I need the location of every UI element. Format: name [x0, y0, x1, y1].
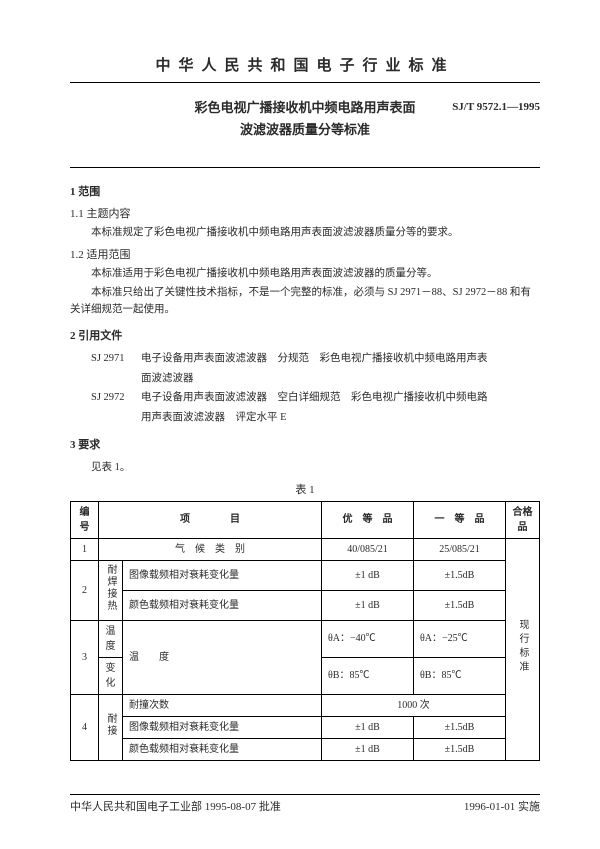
cell-val: θB：85℃ [414, 657, 506, 694]
title-rule [70, 167, 540, 168]
cell-item: 图像载频相对衰耗变化量 [123, 560, 322, 590]
table-row: 2 耐焊接热 图像载频相对衰耗变化量 ±1 dB ±1.5dB [71, 560, 540, 590]
ref-item-2: SJ 2972电子设备用声表面波滤波器 空白详细规范 彩色电视广播接收机中频电路 [91, 390, 540, 407]
ref-text-2b: 用声表面波滤波器 评定水平 E [141, 410, 540, 427]
table-caption: 表 1 [70, 482, 540, 499]
cell-val: ±1.5dB [414, 560, 506, 590]
section-1-1-text: 本标准规定了彩色电视广播接收机中频电路用声表面波滤波器质量分等的要求。 [70, 225, 540, 242]
cell-item: 气 候 类 别 [99, 538, 322, 560]
ref-text-2: 电子设备用声表面波滤波器 空白详细规范 彩色电视广播接收机中频电路 [141, 392, 488, 403]
cell-val: ±1.5dB [414, 716, 506, 738]
cell-item: 颜色载频相对衰耗变化量 [123, 738, 322, 760]
col-no: 编号 [71, 501, 99, 538]
table-row: 4 耐接 耐撞次数 1000 次 [71, 694, 540, 716]
section-1-1-heading: 1.1 主题内容 [70, 206, 540, 223]
ref-code-1: SJ 2971 [91, 351, 141, 368]
section-1-2-heading: 1.2 适用范围 [70, 247, 540, 264]
footer-effective: 1996-01-01 实施 [464, 799, 540, 816]
standard-code: SJ/T 9572.1—1995 [452, 99, 540, 116]
cell-side: 耐接 [99, 694, 123, 760]
footer-approval: 中华人民共和国电子工业部 1995-08-07 批准 [70, 799, 281, 816]
col-grade1: 优 等 品 [322, 501, 414, 538]
ref-item-1: SJ 2971电子设备用声表面波滤波器 分规范 彩色电视广播接收机中频电路用声表 [91, 351, 540, 368]
cell-no: 1 [71, 538, 99, 560]
cell-side: 变化 [99, 657, 123, 694]
footer-rule [70, 794, 540, 795]
table-row: 颜色载频相对衰耗变化量 ±1 dB ±1.5dB [71, 738, 540, 760]
cell-val: ±1.5dB [414, 738, 506, 760]
cell-item: 温 度 [123, 620, 322, 694]
cell-no: 4 [71, 694, 99, 760]
cell-val: θA：−25℃ [414, 620, 506, 657]
cell-item: 耐撞次数 [123, 694, 322, 716]
table-row: 编号 项 目 优 等 品 一 等 品 合格品 [71, 501, 540, 538]
col-grade3: 合格品 [506, 501, 540, 538]
cell-val: ±1.5dB [414, 590, 506, 620]
table-row: 颜色载频相对衰耗变化量 ±1 dB ±1.5dB [71, 590, 540, 620]
cell-merge: 现行标准 [506, 538, 540, 760]
grading-table: 编号 项 目 优 等 品 一 等 品 合格品 1 气 候 类 别 40/085/… [70, 501, 540, 761]
section-1-2-text-2: 本标准只给出了关键性技术指标，不是一个完整的标准，必须与 SJ 2971－88、… [70, 285, 540, 319]
table-row: 图像载频相对衰耗变化量 ±1 dB ±1.5dB [71, 716, 540, 738]
org-header: 中华人民共和国电子行业标准 [70, 55, 540, 78]
ref-text-1b: 面波滤波器 [141, 371, 540, 388]
merge-text: 现行标准 [515, 619, 530, 675]
cell-val: θB：85℃ [322, 657, 414, 694]
cell-val: θA：−40℃ [322, 620, 414, 657]
col-item: 项 目 [99, 501, 322, 538]
cell-side: 耐焊接热 [99, 560, 123, 620]
title-block: SJ/T 9572.1—1995 彩色电视广播接收机中频电路用声表面 波滤波器质… [70, 97, 540, 141]
cell-item: 颜色载频相对衰耗变化量 [123, 590, 322, 620]
cell-val: 40/085/21 [322, 538, 414, 560]
header-rule [70, 82, 540, 83]
ref-text-1: 电子设备用声表面波滤波器 分规范 彩色电视广播接收机中频电路用声表 [141, 353, 488, 364]
cell-val: 1000 次 [322, 694, 506, 716]
cell-no: 2 [71, 560, 99, 620]
cell-no: 3 [71, 620, 99, 694]
table-row: 1 气 候 类 别 40/085/21 25/085/21 现行标准 [71, 538, 540, 560]
section-1-heading: 1 范围 [70, 184, 540, 201]
footer: 中华人民共和国电子工业部 1995-08-07 批准 1996-01-01 实施 [70, 794, 540, 816]
doc-title-line2: 波滤波器质量分等标准 [70, 119, 540, 141]
ref-code-2: SJ 2972 [91, 390, 141, 407]
cell-val: ±1 dB [322, 716, 414, 738]
section-3-heading: 3 要求 [70, 437, 540, 454]
section-1-2-text-1: 本标准适用于彩色电视广播接收机中频电路用声表面波滤波器的质量分等。 [70, 266, 540, 283]
cell-val: ±1 dB [322, 590, 414, 620]
table-row: 3 温度 温 度 θA：−40℃ θA：−25℃ [71, 620, 540, 657]
cell-item: 图像载频相对衰耗变化量 [123, 716, 322, 738]
side-text: 耐接 [103, 713, 118, 737]
cell-side: 温度 [99, 620, 123, 657]
section-3-text: 见表 1。 [70, 460, 540, 477]
col-grade2: 一 等 品 [414, 501, 506, 538]
cell-val: ±1 dB [322, 560, 414, 590]
section-2-heading: 2 引用文件 [70, 328, 540, 345]
cell-val: ±1 dB [322, 738, 414, 760]
cell-val: 25/085/21 [414, 538, 506, 560]
side-text: 耐焊接热 [103, 564, 118, 612]
